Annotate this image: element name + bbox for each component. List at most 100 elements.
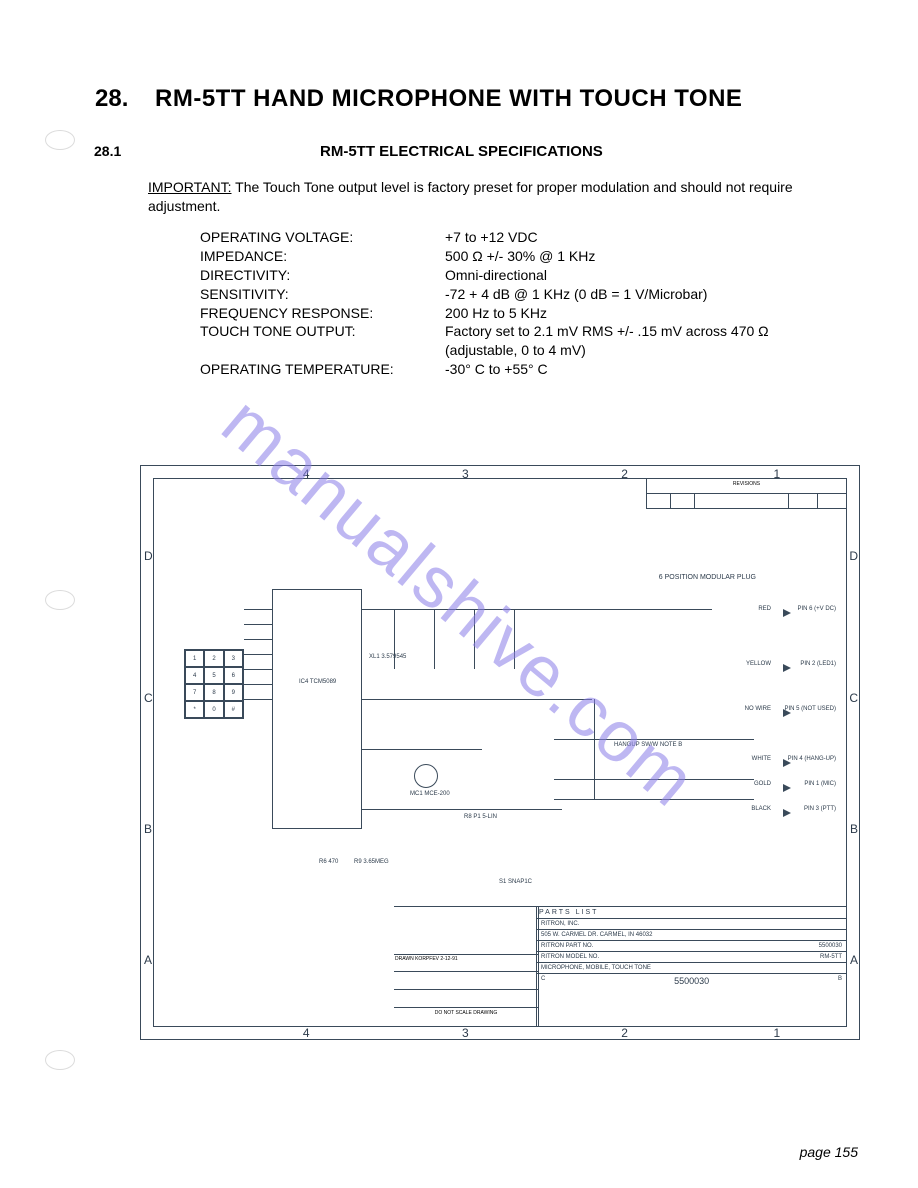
drawn-value: KORPFEV <box>415 956 439 971</box>
wire <box>362 609 712 610</box>
microphone-symbol <box>414 764 438 788</box>
punch-hole <box>45 1050 75 1070</box>
subsection-title: RM-5TT ELECTRICAL SPECIFICATIONS <box>320 143 603 160</box>
wire <box>474 609 475 669</box>
keypad-block: 1 2 3 4 5 6 7 8 9 * 0 # <box>184 649 244 719</box>
grid-row-label: D <box>144 549 153 563</box>
wire <box>434 609 435 669</box>
wire <box>554 739 754 740</box>
spec-label: IMPEDANCE: <box>200 247 445 266</box>
important-text: The Touch Tone output level is factory p… <box>148 179 793 214</box>
spec-row: SENSITIVITY:-72 + 4 dB @ 1 KHz (0 dB = 1… <box>200 285 825 304</box>
spec-row: OPERATING TEMPERATURE:-30° C to +55° C <box>200 360 825 379</box>
title-block: PARTS LIST RITRON, INC. 505 W. CARMEL DR… <box>536 906 846 1026</box>
plug-label-text: 6 POSITION MODULAR PLUG <box>659 574 756 581</box>
drawing-no: 5500030 <box>674 976 709 986</box>
spec-row: OPERATING VOLTAGE:+7 to +12 VDC <box>200 228 825 247</box>
pin-label: PIN 3 (PTT) <box>804 806 836 812</box>
grid-col-label: 2 <box>621 1026 628 1040</box>
xtal-label: XL1 3.579545 <box>369 654 406 660</box>
spec-row: DIRECTIVITY:Omni-directional <box>200 266 825 285</box>
drawing-row: C 5500030 B <box>537 974 846 988</box>
pin-color: WHITE <box>752 756 771 762</box>
grid-row-label: B <box>144 822 152 836</box>
spec-value: -72 + 4 dB @ 1 KHz (0 dB = 1 V/Microbar) <box>445 285 707 304</box>
key: 6 <box>224 667 243 684</box>
pin-arrow-icon <box>783 809 791 817</box>
wire <box>244 654 272 655</box>
grid-row-label: D <box>849 549 858 563</box>
specifications-table: OPERATING VOLTAGE:+7 to +12 VDC IMPEDANC… <box>200 228 825 379</box>
wire <box>554 779 754 780</box>
grid-row-label: B <box>850 822 858 836</box>
key: 9 <box>224 684 243 701</box>
key: 7 <box>185 684 204 701</box>
pot-label: R8 P1 5-LIN <box>464 814 497 820</box>
wire <box>244 624 272 625</box>
pin-color: YELLOW <box>746 661 771 667</box>
revision-block: REVISIONS <box>646 479 846 509</box>
punch-hole <box>45 590 75 610</box>
model-row: RITRON MODEL NO. RM-5TT <box>537 952 846 963</box>
hangup-label: HANGUP SW/W NOTE B <box>614 742 682 748</box>
spec-label: OPERATING TEMPERATURE: <box>200 360 445 379</box>
schematic-inner-frame: 4 3 2 1 4 3 2 1 D C B A D C B A REVISION… <box>153 478 847 1027</box>
wire <box>554 799 754 800</box>
part-row: RITRON PART NO. 5500030 <box>537 941 846 952</box>
section-number: 28. <box>95 85 128 113</box>
key: 4 <box>185 667 204 684</box>
pin-label: PIN 1 (MIC) <box>804 781 836 787</box>
wire <box>244 609 272 610</box>
grid-row-label: C <box>849 691 858 705</box>
key: 5 <box>204 667 223 684</box>
page-title: RM-5TT HAND MICROPHONE WITH TOUCH TONE <box>155 85 742 113</box>
spec-row: FREQUENCY RESPONSE:200 Hz to 5 KHz <box>200 304 825 323</box>
r6-label: R6 470 <box>319 859 338 865</box>
size-label: C <box>541 976 545 986</box>
pin-arrow-icon <box>783 784 791 792</box>
grid-col-label: 3 <box>462 1026 469 1040</box>
part-label: RITRON PART NO. <box>541 943 593 949</box>
wire <box>594 699 595 799</box>
spec-value: +7 to +12 VDC <box>445 228 538 247</box>
grid-row-label: C <box>144 691 153 705</box>
punch-hole <box>45 130 75 150</box>
grid-row-label: A <box>144 953 152 967</box>
wire <box>394 609 395 669</box>
parts-list-header: PARTS LIST <box>537 907 846 919</box>
pin-color: GOLD <box>754 781 771 787</box>
ic-chip <box>272 589 362 829</box>
important-note: IMPORTANT: The Touch Tone output level i… <box>148 178 858 216</box>
part-value: 5500030 <box>819 943 842 949</box>
desc-row: MICROPHONE, MOBILE, TOUCH TONE <box>537 963 846 974</box>
scale-note: DO NOT SCALE DRAWING <box>394 1008 538 1026</box>
key: 0 <box>204 701 223 718</box>
company-row: RITRON, INC. <box>537 919 846 930</box>
rev-value: B <box>838 976 842 986</box>
key: 3 <box>224 650 243 667</box>
key: # <box>224 701 243 718</box>
mic-label: MC1 MCE-200 <box>410 791 450 797</box>
plug-label: 6 POSITION MODULAR PLUG <box>659 574 756 581</box>
page-number: page 155 <box>800 1144 858 1160</box>
wire <box>244 639 272 640</box>
spec-row: TOUCH TONE OUTPUT:Factory set to 2.1 mV … <box>200 322 825 360</box>
date-value: 2-12-91 <box>440 956 457 971</box>
grid-col-label: 4 <box>303 1026 310 1040</box>
grid-col-label: 3 <box>462 467 469 481</box>
grid-col-label: 4 <box>303 467 310 481</box>
schematic-drawing: 4 3 2 1 4 3 2 1 D C B A D C B A REVISION… <box>140 465 860 1040</box>
ic-label: IC4 TCM5089 <box>299 679 336 685</box>
desc-value: MICROPHONE, MOBILE, TOUCH TONE <box>541 965 651 971</box>
revisions-label: REVISIONS <box>647 479 846 493</box>
company-address: 505 W. CARMEL DR. CARMEL, IN 46032 <box>541 932 652 938</box>
spec-value: -30° C to +55° C <box>445 360 548 379</box>
key: * <box>185 701 204 718</box>
tolerance-note <box>394 907 538 955</box>
model-value: RM-5TT <box>820 954 842 960</box>
spec-row: IMPEDANCE:500 Ω +/- 30% @ 1 KHz <box>200 247 825 266</box>
key: 1 <box>185 650 204 667</box>
subsection-number: 28.1 <box>94 143 121 159</box>
model-label: RITRON MODEL NO. <box>541 954 599 960</box>
pin-arrow-icon <box>783 609 791 617</box>
